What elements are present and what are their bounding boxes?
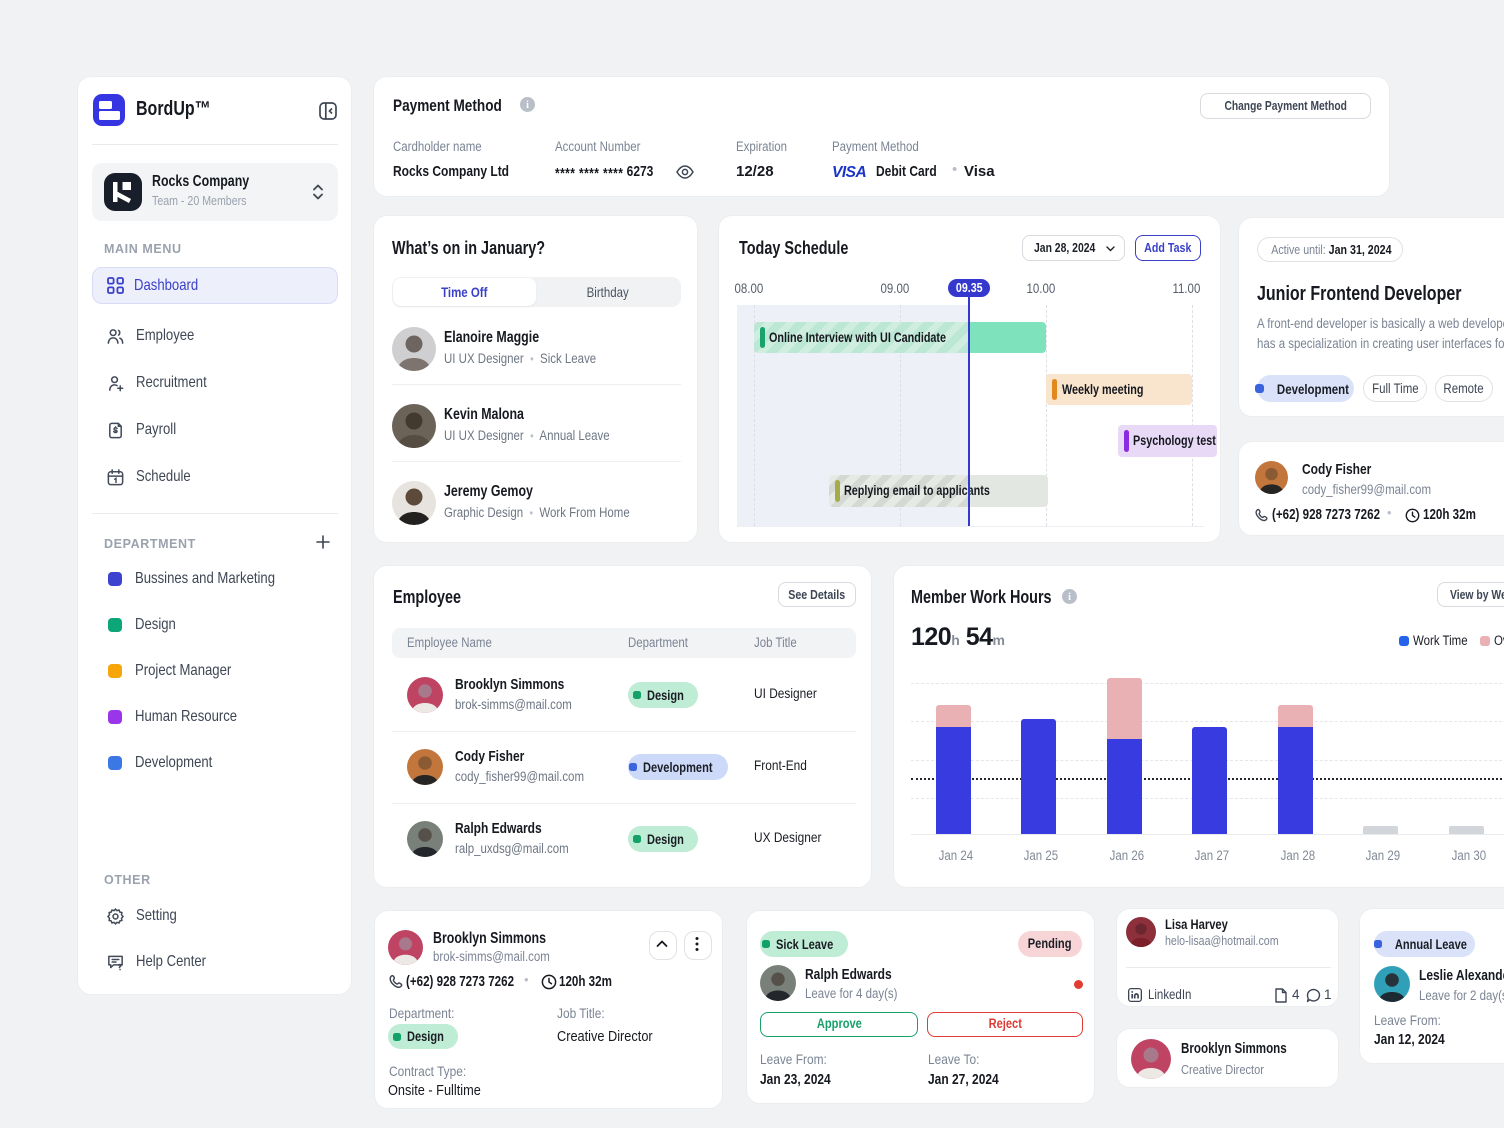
svg-text:VISA: VISA	[832, 164, 866, 179]
svg-text:i: i	[526, 100, 529, 111]
svg-text:i: i	[1068, 592, 1071, 603]
